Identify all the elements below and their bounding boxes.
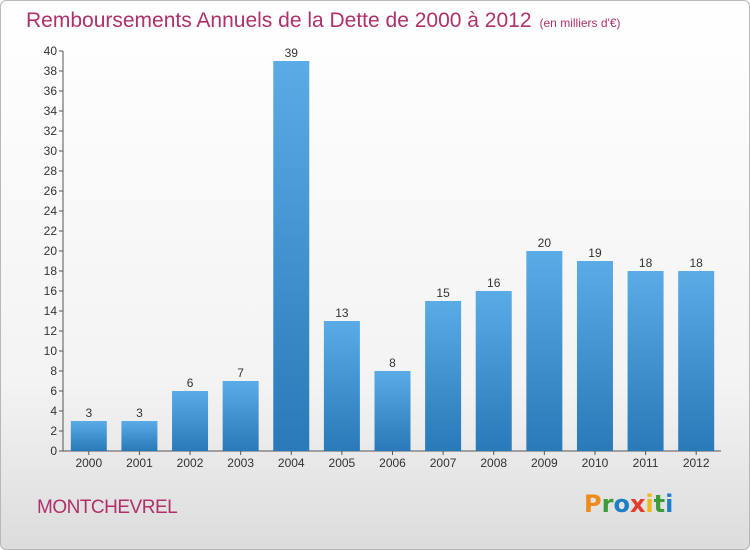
bar-value-label: 18 <box>690 256 704 270</box>
bar-value-label: 3 <box>85 406 92 420</box>
bar-value-label: 18 <box>639 256 653 270</box>
bar <box>121 421 158 451</box>
bar <box>374 371 411 451</box>
y-tick-label: 40 <box>44 44 58 58</box>
y-tick-label: 16 <box>44 284 58 298</box>
bar-value-label: 13 <box>335 306 349 320</box>
bar <box>70 421 107 451</box>
y-tick-label: 4 <box>50 404 57 418</box>
bar-value-label: 39 <box>285 46 299 60</box>
bar <box>576 261 613 451</box>
bar-value-label: 7 <box>237 366 244 380</box>
logo-letter: i <box>665 490 674 518</box>
y-tick-label: 38 <box>44 64 58 78</box>
bar-value-label: 8 <box>389 356 396 370</box>
x-tick-label: 2005 <box>329 456 356 470</box>
y-tick-label: 2 <box>50 424 57 438</box>
bar <box>222 381 259 451</box>
bar-value-label: 15 <box>436 286 450 300</box>
proxiti-logo: Proxiti <box>584 490 673 518</box>
bar <box>172 391 209 451</box>
x-tick-label: 2011 <box>633 456 659 470</box>
y-tick-label: 0 <box>50 444 57 458</box>
bar-value-label: 19 <box>588 246 602 260</box>
y-tick-label: 8 <box>50 364 57 378</box>
logo-letter: i <box>645 490 654 518</box>
x-tick-label: 2003 <box>227 456 254 470</box>
y-tick-label: 34 <box>44 104 58 118</box>
y-tick-label: 10 <box>44 344 58 358</box>
y-tick-label: 18 <box>44 264 58 278</box>
bar <box>273 61 310 451</box>
x-tick-label: 2002 <box>177 456 204 470</box>
y-tick-label: 30 <box>44 144 58 158</box>
y-tick-label: 24 <box>44 204 58 218</box>
bar <box>678 271 715 451</box>
unit-note: (en milliers d'€) <box>539 16 621 30</box>
logo-letter: P <box>584 490 602 518</box>
x-tick-label: 2009 <box>531 456 558 470</box>
bar <box>425 301 462 451</box>
y-tick-label: 14 <box>44 304 58 318</box>
x-tick-label: 2006 <box>379 456 406 470</box>
y-tick-label: 22 <box>44 224 58 238</box>
bar-value-label: 16 <box>487 276 501 290</box>
bar-value-label: 3 <box>136 406 143 420</box>
y-tick-label: 12 <box>44 324 58 338</box>
commune-name: MONTCHEVREL <box>37 497 178 518</box>
x-tick-label: 2008 <box>480 456 507 470</box>
title-text: Remboursements Annuels de la Dette de 20… <box>26 9 532 32</box>
y-tick-label: 6 <box>50 384 57 398</box>
x-tick-label: 2012 <box>683 456 710 470</box>
y-tick-label: 28 <box>44 164 58 178</box>
logo-letter: r <box>601 490 614 518</box>
y-tick-label: 20 <box>44 244 58 258</box>
y-tick-label: 26 <box>44 184 58 198</box>
bar <box>627 271 664 451</box>
x-tick-label: 2001 <box>126 456 153 470</box>
logo-letter: x <box>629 490 646 518</box>
x-tick-label: 2004 <box>278 456 305 470</box>
bar-value-label: 6 <box>187 376 194 390</box>
y-tick-label: 36 <box>44 84 58 98</box>
chart-title: Remboursements Annuels de la Dette de 20… <box>26 9 621 33</box>
logo-letter: t <box>653 490 666 518</box>
x-tick-label: 2007 <box>430 456 457 470</box>
bar <box>526 251 563 451</box>
logo-letter: o <box>613 490 630 518</box>
bar <box>323 321 360 451</box>
bar <box>475 291 512 451</box>
x-tick-label: 2000 <box>75 456 102 470</box>
x-tick-label: 2010 <box>582 456 609 470</box>
bar-value-label: 20 <box>538 236 552 250</box>
y-tick-label: 32 <box>44 124 58 138</box>
